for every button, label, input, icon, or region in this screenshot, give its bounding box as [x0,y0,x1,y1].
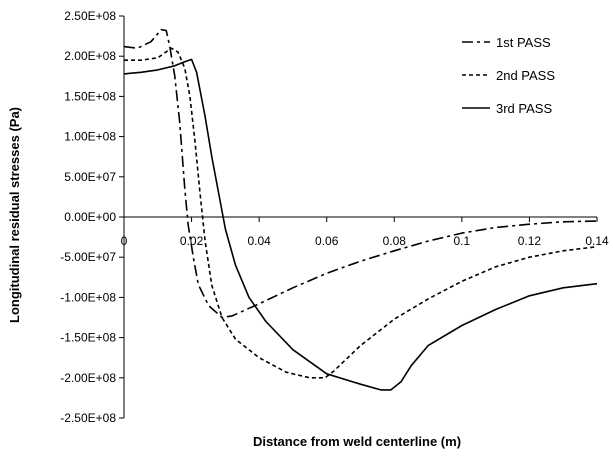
series-line-1 [123,28,598,319]
y-tick-label: -1.00E+08 [60,290,116,304]
y-tick-label: -1.50E+08 [60,331,116,345]
legend-label: 2nd PASS [496,68,555,83]
x-tick-label: 0.02 [180,234,204,248]
x-tick-label: 0.12 [518,234,542,248]
y-tick-label: -2.00E+08 [60,371,116,385]
y-tick-label: -2.50E+08 [60,411,116,425]
y-tick-label: 2.50E+08 [64,9,116,23]
x-axis: 0 0.02 0.04 0.06 0.08 0.1 0.12 0.14 [121,216,609,248]
y-tick-label: 0.00E+00 [64,210,116,224]
x-tick-label: 0.08 [383,234,407,248]
y-tick-label: 1.50E+08 [64,89,116,103]
y-axis: 2.50E+08 2.00E+08 1.50E+08 1.00E+08 5.00E+07… [60,9,125,425]
x-tick-label: 0.14 [585,234,609,248]
y-tick-label: 2.00E+08 [64,49,116,63]
x-tick-label: 0.1 [454,234,471,248]
x-axis-title: Distance from weld centerline (m) [253,434,461,449]
x-tick-label: 0.04 [247,234,271,248]
x-tick-label: 0.06 [315,234,339,248]
series-line-2 [124,47,598,379]
legend-label: 3rd PASS [496,101,552,116]
x-tick-label: 0 [121,234,128,248]
y-tick-label: 1.00E+08 [64,130,116,144]
y-tick-label: -5.00E+07 [60,250,116,264]
y-tick-label: 5.00E+07 [64,170,116,184]
series-line-3 [123,58,598,391]
y-axis-title: Longitudinal residual stresses (Pa) [7,107,22,323]
legend: 1st PASS 2nd PASS 3rd PASS [462,35,555,116]
legend-label: 1st PASS [496,35,551,50]
series-lines [123,28,598,391]
